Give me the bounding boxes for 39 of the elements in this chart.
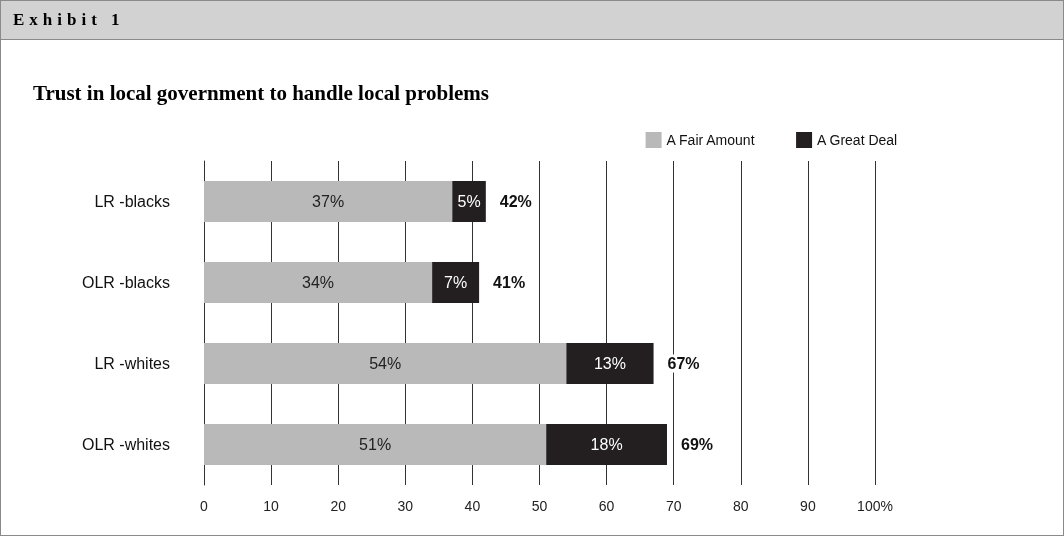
data-label: 51% — [359, 436, 392, 453]
data-label: 34% — [302, 274, 335, 291]
data-label: 18% — [590, 436, 623, 453]
data-label: 7% — [444, 274, 468, 291]
x-tick-label: 100% — [857, 498, 893, 514]
legend-label: A Fair Amount — [666, 132, 755, 148]
bar — [432, 262, 480, 303]
y-tick-label: OLR -whites — [81, 436, 170, 453]
total-label: 42% — [499, 193, 532, 210]
x-tick-label: 90 — [800, 498, 816, 514]
bar — [566, 343, 654, 384]
total-label: 69% — [680, 436, 714, 453]
x-tick-label: 10 — [263, 498, 280, 514]
total-label: 67% — [667, 355, 700, 372]
data-label: 37% — [312, 193, 345, 210]
x-tick-label: 30 — [397, 498, 414, 514]
x-tick-label: 0 — [200, 498, 209, 514]
data-label: 5% — [457, 193, 481, 210]
x-tick-label: 50 — [531, 498, 548, 514]
legend-label: A Great Deal — [817, 132, 898, 148]
chart-title: Exhibit 1 — [1, 1, 1063, 40]
bar — [452, 181, 486, 222]
total-label: 41% — [493, 274, 526, 291]
x-tick-label: 20 — [330, 498, 347, 514]
bar — [204, 343, 567, 384]
x-tick-label: 80 — [733, 498, 749, 514]
y-tick-label: LR -blacks — [94, 193, 170, 210]
chart-subtitle: Trust in local government to handle local problems — [33, 81, 489, 106]
data-label: 13% — [593, 355, 626, 372]
x-tick-label: 60 — [598, 498, 615, 514]
bar — [204, 262, 433, 303]
bar — [546, 424, 667, 465]
x-tick-label: 40 — [464, 498, 481, 514]
y-tick-label: OLR -blacks — [81, 274, 170, 291]
bar — [204, 424, 547, 465]
data-label: 54% — [369, 355, 402, 372]
bar — [204, 181, 453, 222]
x-tick-label: 70 — [665, 498, 682, 514]
y-tick-label: LR -whites — [94, 355, 170, 372]
